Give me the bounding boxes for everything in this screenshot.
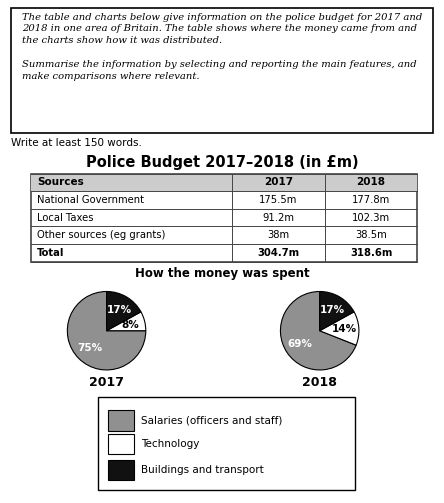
Wedge shape	[281, 292, 356, 370]
Text: Police Budget 2017–2018 (in £m): Police Budget 2017–2018 (in £m)	[86, 155, 358, 170]
Wedge shape	[107, 312, 146, 331]
Text: Local Taxes: Local Taxes	[37, 213, 93, 222]
Text: Technology: Technology	[142, 439, 200, 449]
Text: 8%: 8%	[121, 320, 139, 329]
Wedge shape	[107, 292, 141, 331]
Wedge shape	[67, 292, 146, 370]
Text: How the money was spent: How the money was spent	[135, 267, 309, 280]
Bar	[108, 460, 134, 480]
Text: 14%: 14%	[331, 324, 357, 334]
Text: 75%: 75%	[77, 343, 102, 353]
Text: Write at least 150 words.: Write at least 150 words.	[11, 138, 142, 147]
Text: 91.2m: 91.2m	[262, 213, 294, 222]
Wedge shape	[320, 312, 359, 345]
Bar	[31, 174, 417, 191]
Text: 2017: 2017	[264, 178, 293, 187]
Text: 17%: 17%	[320, 305, 345, 315]
Wedge shape	[320, 292, 354, 331]
Text: Sources: Sources	[37, 178, 83, 187]
Text: Salaries (officers and staff): Salaries (officers and staff)	[142, 415, 283, 426]
Text: 38m: 38m	[267, 230, 289, 240]
Text: 69%: 69%	[287, 340, 312, 350]
Text: 102.3m: 102.3m	[352, 213, 390, 222]
Text: 38.5m: 38.5m	[355, 230, 387, 240]
Text: 2018: 2018	[302, 376, 337, 389]
Text: Buildings and transport: Buildings and transport	[142, 465, 264, 475]
Text: 318.6m: 318.6m	[350, 248, 392, 258]
Text: 304.7m: 304.7m	[257, 248, 299, 258]
Bar	[108, 434, 134, 454]
Text: 17%: 17%	[107, 305, 131, 315]
Text: 2017: 2017	[89, 376, 124, 389]
Text: 175.5m: 175.5m	[259, 195, 297, 205]
Bar	[108, 410, 134, 431]
Text: 177.8m: 177.8m	[352, 195, 390, 205]
Text: 2018: 2018	[357, 178, 385, 187]
Text: National Government: National Government	[37, 195, 144, 205]
Text: Other sources (eg grants): Other sources (eg grants)	[37, 230, 165, 240]
Text: The table and charts below give information on the police budget for 2017 and
20: The table and charts below give informat…	[22, 13, 422, 80]
Text: Total: Total	[37, 248, 64, 258]
